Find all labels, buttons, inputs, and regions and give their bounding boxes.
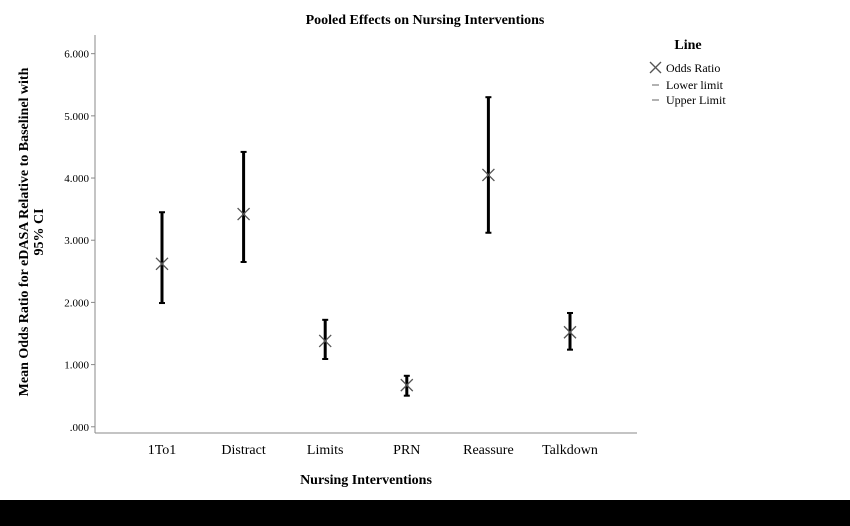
x-tick-label: Distract [221, 443, 265, 458]
y-axis-title-line-1: Mean Odds Ratio for eDASA Relative to Ba… [17, 67, 32, 396]
error-bar-1to1 [155, 211, 169, 305]
legend-marker-odds-ratio [649, 61, 662, 74]
error-bar-distract [237, 150, 251, 263]
x-ticks: 1To1 Distract Limits PRN Reassure Talkdown [148, 443, 598, 458]
legend-label-upper-limit: Upper Limit [666, 93, 726, 107]
y-ticks: .000 1.000 2.000 3.000 4.000 5.000 6.000 [64, 49, 95, 434]
y-tick-label: 5.000 [64, 111, 89, 123]
odds-ratio-marker [481, 168, 495, 182]
x-tick-label: Limits [307, 443, 344, 458]
data-marks [155, 96, 577, 397]
x-tick-label: PRN [393, 443, 420, 458]
bottom-black-bar [0, 500, 850, 526]
y-tick-label: 2.000 [64, 297, 89, 309]
odds-ratio-marker-stroke [400, 378, 414, 392]
odds-ratio-marker [237, 207, 251, 221]
y-axis-title-line-2: 95% CI [32, 208, 47, 255]
odds-ratio-marker-stroke [318, 334, 332, 348]
y-tick-label: 6.000 [64, 49, 89, 61]
legend-label-lower-limit: Lower limit [666, 78, 724, 92]
odds-ratio-marker [563, 325, 577, 339]
odds-ratio-marker-stroke [481, 168, 495, 182]
odds-ratio-marker-stroke [237, 207, 251, 221]
axes [94, 35, 637, 434]
chart-svg: Pooled Effects on Nursing Interventions … [17, 13, 726, 488]
odds-ratio-marker [318, 334, 332, 348]
odds-ratio-marker-stroke [155, 257, 169, 271]
legend-label-odds-ratio: Odds Ratio [666, 61, 720, 75]
y-tick-label: .000 [70, 422, 90, 434]
x-tick-label: Reassure [463, 443, 514, 458]
x-tick-label: Talkdown [542, 443, 598, 458]
odds-ratio-marker-stroke [563, 325, 577, 339]
x-tick-label: 1To1 [148, 443, 177, 458]
error-bar-prn [400, 374, 414, 397]
legend-title: Line [674, 38, 701, 53]
y-axis-title: Mean Odds Ratio for eDASA Relative to Ba… [17, 67, 47, 396]
y-tick-label: 1.000 [64, 360, 89, 372]
odds-ratio-marker [400, 378, 414, 392]
x-axis-title: Nursing Interventions [300, 473, 432, 488]
y-tick-label: 4.000 [64, 173, 89, 185]
error-bar-limits [318, 318, 332, 360]
chart-title: Pooled Effects on Nursing Interventions [306, 13, 545, 28]
error-bar-talkdown [563, 311, 577, 351]
error-bar-reassure [481, 96, 495, 234]
y-tick-label: 3.000 [64, 235, 89, 247]
legend: Line Odds Ratio Lower limit Upper Limit [649, 38, 726, 107]
odds-ratio-marker [155, 257, 169, 271]
